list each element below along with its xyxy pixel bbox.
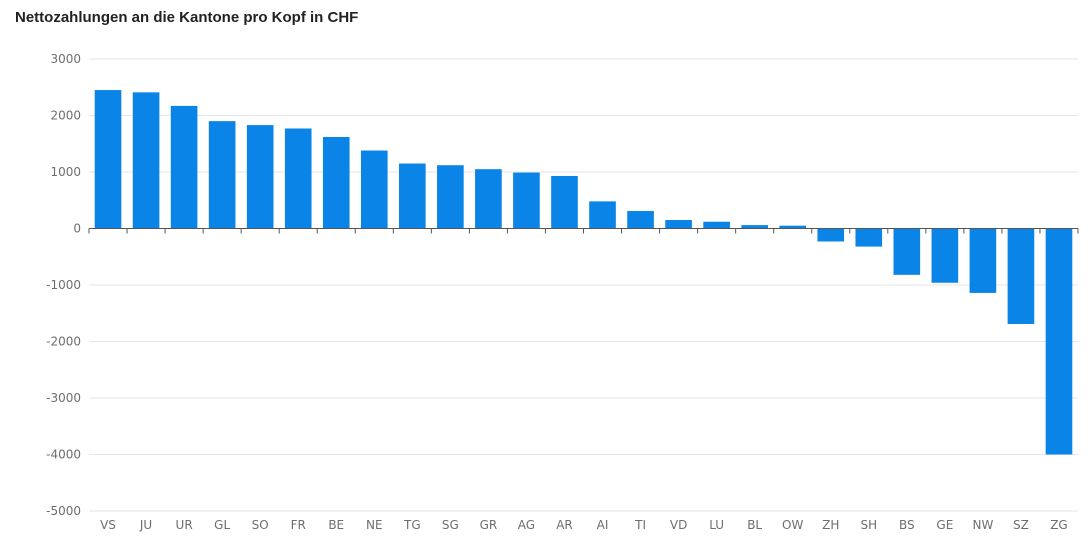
bar-bl — [741, 225, 768, 229]
x-tick-label: VS — [100, 518, 116, 532]
bar-so — [246, 125, 274, 229]
chart-title: Nettozahlungen an die Kantone pro Kopf i… — [15, 9, 359, 26]
x-tick-label: OW — [782, 518, 803, 532]
y-tick-label: 1000 — [50, 165, 81, 179]
x-tick-label: AR — [556, 518, 573, 532]
x-tick-label: BL — [747, 518, 762, 532]
x-tick-label: VD — [670, 518, 687, 532]
x-tick-label: SG — [442, 518, 459, 532]
y-tick-label: -3000 — [46, 391, 81, 405]
y-tick-label: -2000 — [46, 335, 81, 349]
y-tick-label: -1000 — [46, 278, 81, 292]
bar-sz — [1007, 228, 1035, 324]
bar-ai — [589, 201, 616, 229]
x-tick-label: UR — [176, 518, 193, 532]
x-tick-label: ZG — [1050, 518, 1068, 532]
bar-be — [322, 136, 350, 229]
x-tick-label: GR — [480, 518, 498, 532]
x-tick-label: TI — [634, 518, 646, 532]
x-axis — [88, 228, 1079, 234]
bar-ow — [779, 225, 807, 229]
y-tick-labels: 3000 2000 1000 0 -1000 -2000 -3000 -4000 -5000 — [46, 52, 81, 518]
bar-ju — [132, 92, 160, 229]
x-tick-labels: VS JU UR GL SO FR BE NE TG SG GR AG AR AI TI VD LU BL OW ZH… — [100, 518, 1068, 532]
bar-bs — [893, 228, 921, 275]
bar-ti — [627, 210, 654, 229]
y-tick-label: 3000 — [50, 52, 81, 66]
x-tick-label: SH — [860, 518, 877, 532]
bar-nw — [969, 228, 997, 293]
x-tick-label: JU — [139, 518, 152, 532]
x-tick-label: TG — [403, 518, 421, 532]
x-tick-label: SZ — [1013, 518, 1029, 532]
bar-ag — [513, 172, 540, 229]
x-tick-label: ZH — [822, 518, 839, 532]
bar-ne — [360, 150, 388, 229]
bar-zg — [1045, 228, 1073, 455]
bar-sg — [437, 165, 464, 229]
bar-tg — [399, 163, 426, 229]
bar-sh — [855, 228, 883, 247]
x-tick-label: FR — [291, 518, 306, 532]
y-tick-label: 0 — [73, 222, 81, 236]
y-tick-label: -5000 — [46, 504, 81, 518]
bars — [94, 90, 1073, 455]
bar-zh — [817, 228, 845, 242]
bar-lu — [703, 221, 730, 229]
x-tick-label: NW — [972, 518, 993, 532]
x-tick-label: SO — [252, 518, 269, 532]
x-tick-label: NE — [366, 518, 383, 532]
x-tick-label: BE — [328, 518, 344, 532]
y-tick-label: -4000 — [46, 448, 81, 462]
bar-gr — [475, 169, 502, 229]
x-tick-label: LU — [709, 518, 724, 532]
x-tick-label: AG — [518, 518, 535, 532]
gridlines — [89, 58, 1078, 512]
bar-ge — [931, 228, 959, 283]
bar-ar — [551, 175, 578, 229]
bar-gl — [208, 121, 236, 229]
x-tick-label: BS — [899, 518, 915, 532]
y-tick-label: 2000 — [50, 109, 81, 123]
bar-fr — [284, 128, 312, 229]
bar-vs — [94, 90, 122, 229]
x-tick-label: AI — [597, 518, 609, 532]
x-tick-label: GL — [214, 518, 230, 532]
bar-vd — [665, 220, 692, 229]
bar-ur — [170, 105, 198, 229]
x-tick-label: GE — [936, 518, 953, 532]
